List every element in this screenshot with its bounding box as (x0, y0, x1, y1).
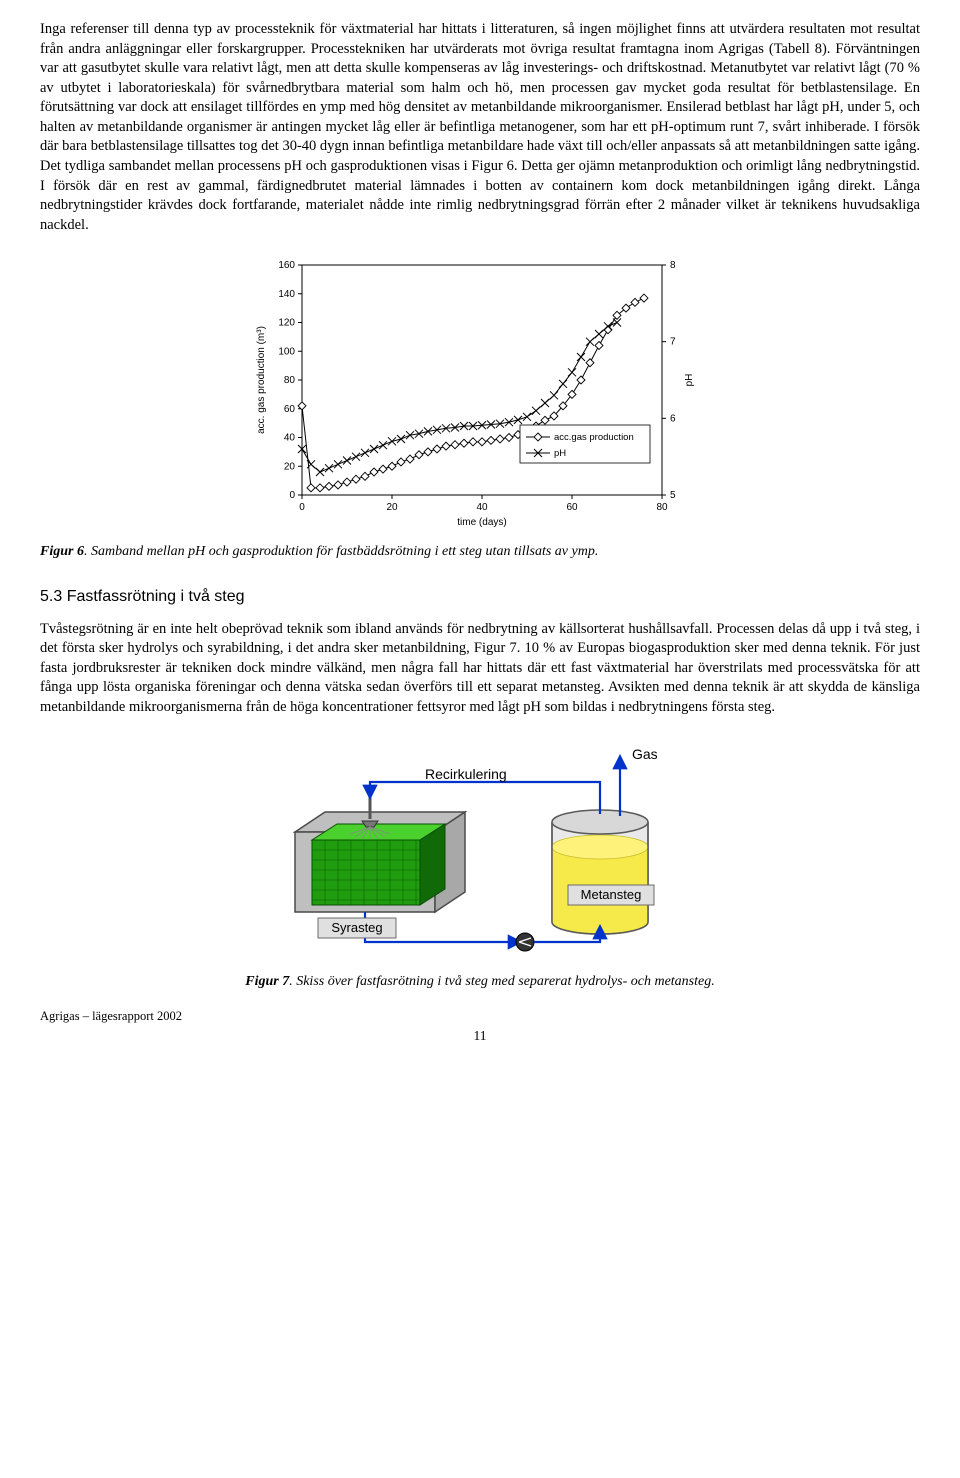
svg-text:Gas: Gas (632, 746, 658, 762)
svg-text:100: 100 (278, 346, 295, 357)
figure-7-text: . Skiss över fastfasrötning i två steg m… (289, 974, 715, 989)
svg-text:0: 0 (299, 502, 305, 513)
svg-text:0: 0 (289, 490, 295, 501)
svg-text:140: 140 (278, 289, 295, 300)
figure-7-label: Figur 7 (245, 974, 289, 989)
svg-text:60: 60 (284, 404, 296, 415)
figure-6-text: . Samband mellan pH och gasproduktion fö… (84, 544, 598, 559)
svg-text:pH: pH (684, 374, 695, 387)
svg-text:120: 120 (278, 318, 295, 329)
svg-text:60: 60 (566, 502, 578, 513)
figure-7-caption: Figur 7. Skiss över fastfasrötning i två… (40, 973, 920, 992)
svg-text:20: 20 (386, 502, 398, 513)
svg-text:20: 20 (284, 461, 296, 472)
svg-text:80: 80 (284, 375, 296, 386)
figure-7-diagram: Gas Recirkulering Syrasteg Metansteg (40, 737, 920, 967)
paragraph-1: Inga referenser till denna typ av proces… (40, 20, 920, 235)
page-number: 11 (40, 1027, 920, 1045)
figure-6-caption: Figur 6. Samband mellan pH och gasproduk… (40, 543, 920, 562)
svg-text:Recirkulering: Recirkulering (425, 766, 507, 782)
svg-text:acc.gas production: acc.gas production (554, 432, 634, 443)
diagram-svg: Gas Recirkulering Syrasteg Metansteg (270, 737, 690, 967)
svg-text:pH: pH (554, 448, 566, 459)
svg-text:time (days): time (days) (457, 517, 506, 528)
svg-text:7: 7 (670, 337, 676, 348)
svg-text:5: 5 (670, 490, 676, 501)
paragraph-2: Tvåstegsrötning är en inte helt obepröva… (40, 620, 920, 718)
svg-text:160: 160 (278, 260, 295, 271)
svg-text:Metansteg: Metansteg (581, 887, 642, 902)
svg-text:40: 40 (284, 433, 296, 444)
chart-svg: 0204060801001201401605678020406080time (… (240, 255, 720, 535)
figure-6-label: Figur 6 (40, 544, 84, 559)
svg-text:80: 80 (656, 502, 668, 513)
svg-text:acc. gas production (m³): acc. gas production (m³) (256, 326, 267, 434)
svg-text:Syrasteg: Syrasteg (331, 920, 382, 935)
section-heading-5-3: 5.3 Fastfassrötning i två steg (40, 586, 920, 608)
figure-6-chart: 0204060801001201401605678020406080time (… (40, 255, 920, 535)
svg-text:6: 6 (670, 414, 676, 425)
svg-text:40: 40 (476, 502, 488, 513)
footer-text: Agrigas – lägesrapport 2002 (40, 1008, 920, 1025)
svg-text:8: 8 (670, 260, 676, 271)
